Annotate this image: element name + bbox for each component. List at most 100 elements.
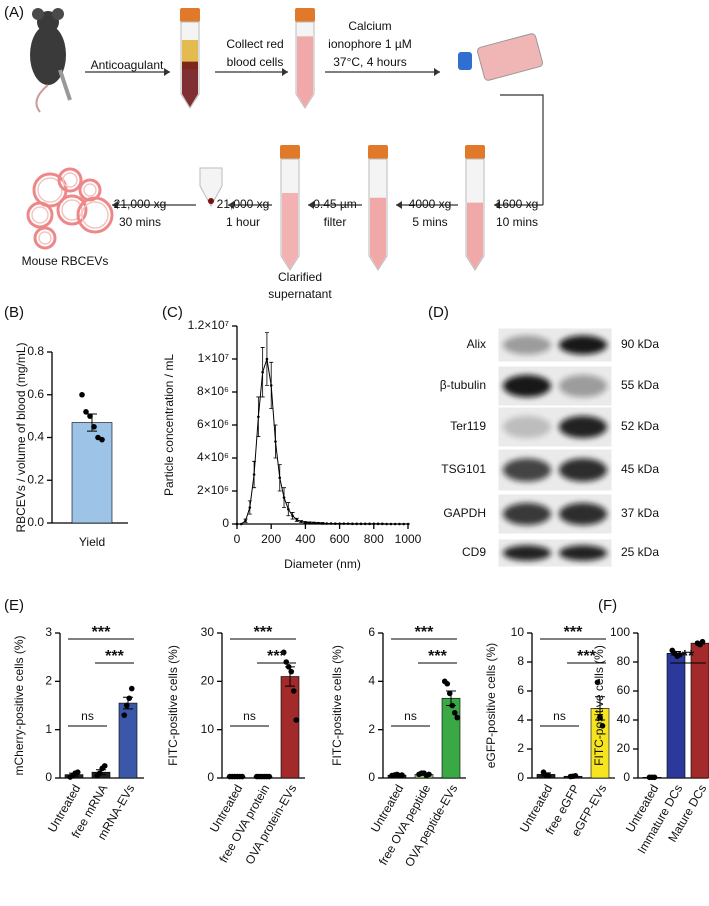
- mouse-ear: [32, 8, 44, 20]
- y-tick-label: 20: [201, 674, 215, 688]
- panel-label: (B): [4, 304, 24, 321]
- significance-label: ns: [243, 709, 256, 723]
- significance-label: ns: [404, 709, 417, 723]
- point: [291, 514, 294, 518]
- vesicle: [56, 194, 88, 226]
- point: [282, 496, 286, 499]
- arrowhead: [308, 201, 314, 209]
- y-tick-label: 100: [610, 625, 630, 639]
- point: [334, 522, 337, 525]
- data-point: [99, 436, 105, 443]
- x-tick-label: 600: [330, 532, 350, 546]
- step-label: blood cells: [227, 55, 284, 69]
- data-point: [597, 714, 603, 720]
- data-point: [126, 695, 133, 702]
- y-axis-label: FITC-positive cells (%): [330, 645, 344, 766]
- row-label: GAPDH: [443, 506, 486, 520]
- data-point: [293, 717, 300, 723]
- step-label: ionophore 1 µM: [328, 37, 412, 51]
- data-point: [599, 723, 606, 729]
- panel-label: (C): [162, 304, 183, 321]
- y-tick-label: 2: [368, 722, 375, 736]
- arrowhead: [164, 68, 170, 76]
- data-point: [676, 651, 683, 658]
- data-point: [449, 702, 456, 709]
- x-tick-label: 1000: [395, 532, 422, 546]
- data-point: [399, 772, 405, 778]
- tube-cap: [465, 145, 485, 159]
- x-tick-label: 200: [261, 532, 281, 546]
- y-tick-label: 1: [45, 722, 52, 736]
- point: [274, 440, 277, 443]
- data-point: [280, 649, 287, 656]
- data-point: [79, 391, 85, 398]
- panel-label: (D): [428, 304, 449, 321]
- blot-band: [503, 374, 551, 398]
- data-point: [87, 413, 93, 419]
- vesicle-inner: [38, 231, 52, 245]
- tube-fill: [297, 36, 313, 107]
- vesicle: [26, 201, 54, 229]
- data-point: [83, 409, 89, 415]
- blot-band: [503, 415, 551, 439]
- significance-label: ***: [254, 624, 273, 641]
- blot-band: [503, 545, 551, 561]
- size-label: 52 kDa: [621, 419, 659, 433]
- blot-band: [559, 545, 607, 561]
- data-point: [121, 712, 128, 718]
- point: [393, 522, 397, 526]
- step-label: 1600 xg: [496, 197, 539, 211]
- vesicle-inner: [83, 183, 97, 197]
- step-label: 21,000 xg: [217, 197, 270, 211]
- significance-label: ns: [553, 709, 566, 723]
- data-point: [91, 424, 97, 430]
- step-label: 30 mins: [119, 215, 161, 229]
- data-point: [123, 702, 130, 709]
- significance-label: ***: [577, 648, 596, 665]
- step-label: 4000 xg: [409, 197, 452, 211]
- y-tick-label: 10: [201, 722, 215, 736]
- step-label: Anticoagulant: [91, 58, 164, 72]
- arrowhead: [396, 201, 402, 209]
- y-tick-label: 0: [368, 770, 375, 784]
- point: [257, 415, 260, 419]
- arrowhead: [112, 201, 118, 209]
- row-label: Alix: [467, 337, 486, 351]
- tube-cap: [295, 8, 315, 22]
- point: [351, 522, 354, 526]
- step-label: 0.45 µm: [313, 197, 357, 211]
- data-point: [572, 773, 579, 779]
- y-tick-label: 0.2: [27, 472, 44, 486]
- point: [398, 522, 401, 526]
- step-label: 21,000 xg: [114, 197, 167, 211]
- vesicle: [76, 196, 114, 234]
- significance-label: **: [682, 648, 695, 665]
- point: [244, 519, 247, 522]
- bar: [71, 422, 113, 524]
- x-tick-label: Yield: [79, 535, 105, 549]
- blot-band: [559, 415, 607, 439]
- tube-fill: [467, 202, 483, 269]
- y-tick-label: 1×10⁷: [198, 351, 229, 365]
- data-point: [239, 773, 246, 780]
- data-point: [74, 769, 81, 775]
- point: [372, 522, 376, 526]
- vesicle-inner: [81, 201, 109, 229]
- row-label: β-tubulin: [440, 378, 486, 392]
- tube-fill: [370, 197, 386, 269]
- row-label: TSG101: [441, 462, 486, 476]
- y-tick-label: 0: [207, 770, 214, 784]
- data-point: [101, 763, 108, 769]
- y-tick-label: 0: [517, 770, 524, 784]
- significance-label: ***: [105, 648, 124, 665]
- significance-label: ***: [428, 648, 447, 665]
- arrowhead: [282, 68, 288, 76]
- data-point: [451, 709, 458, 716]
- flask-cap: [458, 52, 472, 70]
- point: [338, 522, 341, 525]
- y-axis-label: eGFP-positive cells (%): [484, 643, 498, 768]
- y-tick-label: 1.2×10⁷: [188, 318, 229, 332]
- size-label: 55 kDa: [621, 378, 659, 392]
- size-label: 45 kDa: [621, 462, 659, 476]
